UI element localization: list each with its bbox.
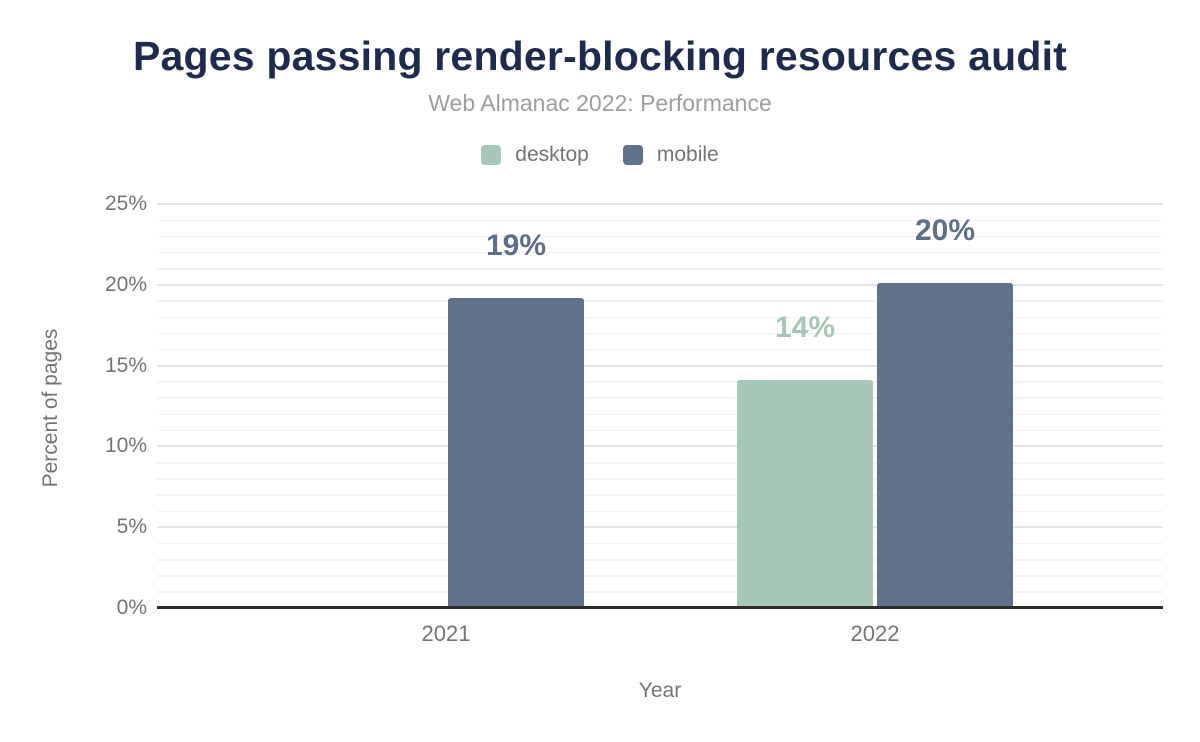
x-axis-title: Year (638, 679, 682, 702)
minor-gridline (157, 348, 1163, 351)
y-tick-label: 0% (116, 596, 147, 619)
major-gridline (157, 526, 1163, 529)
x-tick-label: 2021 (421, 621, 471, 646)
minor-gridline (157, 235, 1163, 238)
minor-gridline (157, 591, 1163, 593)
legend: desktop mobile (0, 143, 1200, 167)
minor-gridline (157, 429, 1163, 432)
minor-gridline (157, 478, 1163, 480)
minor-gridline (157, 219, 1163, 222)
desktop-swatch-icon (481, 145, 502, 165)
minor-gridline (157, 397, 1163, 399)
minor-gridline (157, 462, 1163, 464)
bar-value-label-mobile-2022: 20% (914, 214, 976, 248)
x-tick-label: 2022 (850, 621, 900, 646)
y-tick-label: 25% (104, 192, 147, 215)
legend-label-desktop: desktop (515, 143, 589, 166)
y-tick-label: 5% (116, 515, 147, 539)
minor-gridline (157, 575, 1163, 577)
chart-title: Pages passing render-blocking resources … (132, 33, 1068, 79)
major-gridline (157, 445, 1163, 448)
minor-gridline (157, 251, 1163, 254)
y-tick-label: 10% (104, 434, 147, 458)
minor-gridline (157, 510, 1163, 513)
y-tick-label: 20% (104, 272, 147, 296)
mobile-swatch-icon (622, 145, 643, 165)
major-gridline (157, 364, 1163, 367)
minor-gridline (157, 542, 1163, 545)
minor-gridline (157, 494, 1163, 496)
y-tick-label: 15% (104, 353, 147, 377)
legend-label-mobile: mobile (656, 143, 719, 166)
minor-gridline (157, 316, 1163, 319)
bar-value-label-desktop-2022: 14% (774, 311, 836, 345)
chart-subtitle: Web Almanac 2022: Performance (428, 90, 772, 116)
bar-mobile-2022 (877, 283, 1013, 608)
minor-gridline (157, 332, 1163, 335)
legend-item-desktop: desktop (481, 143, 589, 167)
minor-gridline (157, 268, 1163, 270)
plot-area: 14% 19% 20% (157, 203, 1163, 608)
x-axis-line (157, 606, 1163, 609)
minor-gridline (157, 413, 1163, 416)
bar-desktop-2022 (737, 380, 873, 608)
bar-mobile-2021 (448, 297, 584, 608)
minor-gridline (157, 381, 1163, 383)
minor-gridline (157, 559, 1163, 561)
legend-item-mobile: mobile (622, 143, 719, 167)
major-gridline (157, 283, 1163, 286)
major-gridline (157, 203, 1163, 205)
minor-gridline (157, 300, 1163, 302)
bar-value-label-mobile-2021: 19% (485, 228, 547, 262)
